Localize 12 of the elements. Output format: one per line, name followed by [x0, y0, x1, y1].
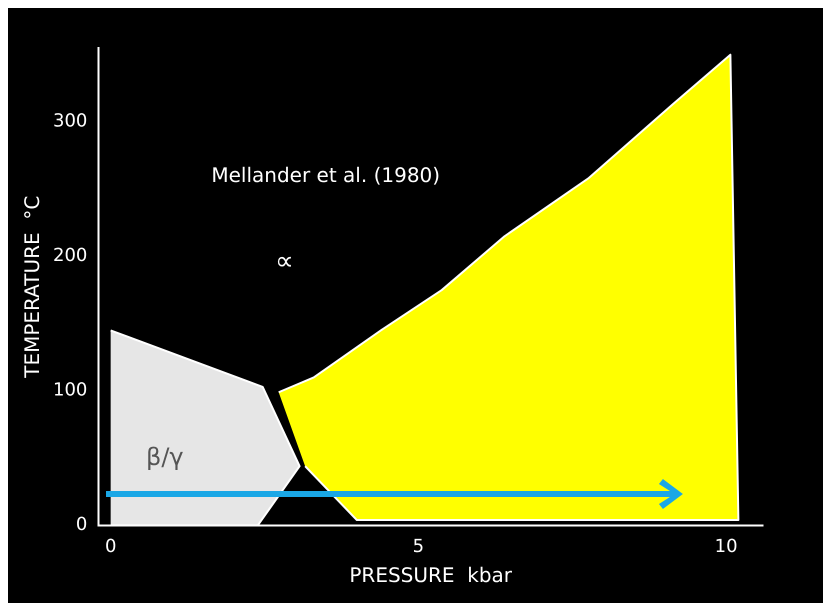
y-tick-label: 200 [52, 245, 88, 266]
x-tick-label: 5 [412, 536, 424, 557]
y-tick-label: 0 [76, 514, 88, 536]
annotation: ∝ [275, 246, 294, 277]
x-tick-label: 0 [104, 536, 116, 557]
y-tick-label: 100 [52, 380, 88, 401]
annotation: β/γ [146, 442, 184, 471]
x-tick-label: 10 [714, 536, 738, 557]
annotation: Mellander et al. (1980) [211, 163, 440, 188]
y-tick-label: 300 [52, 110, 88, 132]
y-axis-title: TEMPERATURE °C [20, 196, 44, 379]
x-axis-title: PRESSURE kbar [349, 563, 513, 588]
